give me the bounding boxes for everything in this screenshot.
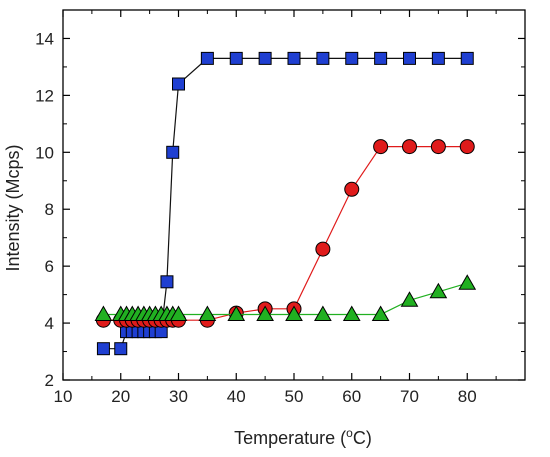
data-point-triangle bbox=[256, 305, 274, 322]
data-point-triangle bbox=[314, 305, 332, 322]
data-point-square bbox=[96, 342, 110, 356]
data-point-circle bbox=[315, 241, 331, 257]
data-point-square bbox=[229, 51, 243, 65]
plot-layer bbox=[94, 51, 477, 356]
data-point-square bbox=[160, 275, 174, 289]
x-tick-label: 10 bbox=[54, 387, 73, 406]
data-point-square bbox=[166, 145, 180, 159]
data-point-triangle bbox=[400, 291, 419, 307]
x-tick-label: 70 bbox=[400, 387, 419, 406]
data-point-triangle bbox=[169, 305, 188, 322]
data-point-square bbox=[431, 51, 445, 65]
data-point-triangle bbox=[458, 274, 477, 290]
data-point-triangle bbox=[429, 282, 448, 299]
y-tick-label: 10 bbox=[35, 143, 54, 162]
data-point-circle bbox=[459, 139, 475, 155]
data-point-triangle bbox=[227, 305, 246, 322]
y-tick-label: 8 bbox=[45, 200, 54, 219]
data-point-square bbox=[316, 51, 330, 65]
data-point-triangle bbox=[371, 305, 390, 322]
data-point-square bbox=[172, 77, 185, 91]
data-point-square bbox=[374, 51, 388, 65]
x-axis-title: Temperature (oC) bbox=[234, 426, 372, 448]
data-point-square bbox=[258, 51, 272, 65]
data-point-square bbox=[287, 51, 301, 65]
y-tick-label: 6 bbox=[45, 257, 54, 276]
data-point-triangle bbox=[198, 305, 217, 322]
data-point-circle bbox=[430, 139, 446, 155]
x-tick-label: 50 bbox=[285, 387, 304, 406]
x-tick-label: 40 bbox=[227, 387, 246, 406]
data-point-triangle bbox=[342, 305, 361, 322]
data-point-square bbox=[460, 51, 474, 65]
data-point-circle bbox=[402, 139, 417, 155]
data-point-square bbox=[403, 51, 416, 65]
y-tick-label: 14 bbox=[35, 29, 54, 48]
x-tick-label: 60 bbox=[342, 387, 361, 406]
x-tick-label: 30 bbox=[169, 387, 188, 406]
data-point-triangle bbox=[285, 305, 303, 322]
data-point-square bbox=[345, 51, 359, 65]
y-tick-label: 2 bbox=[45, 371, 54, 390]
data-point-square bbox=[200, 51, 214, 65]
data-point-triangle bbox=[94, 305, 113, 322]
y-axis-title: Intensity (Mcps) bbox=[3, 144, 23, 271]
y-tick-label: 4 bbox=[45, 314, 54, 333]
axes-layer: 10 20 30 40 50 60 70 80 2 4 6 8 10 12 14 bbox=[35, 9, 526, 406]
y-tick-label: 12 bbox=[35, 86, 54, 105]
x-tick-label: 20 bbox=[111, 387, 130, 406]
data-point-circle bbox=[373, 139, 389, 155]
data-point-circle bbox=[344, 181, 360, 197]
x-tick-label: 80 bbox=[458, 387, 477, 406]
data-point-square bbox=[114, 342, 128, 356]
